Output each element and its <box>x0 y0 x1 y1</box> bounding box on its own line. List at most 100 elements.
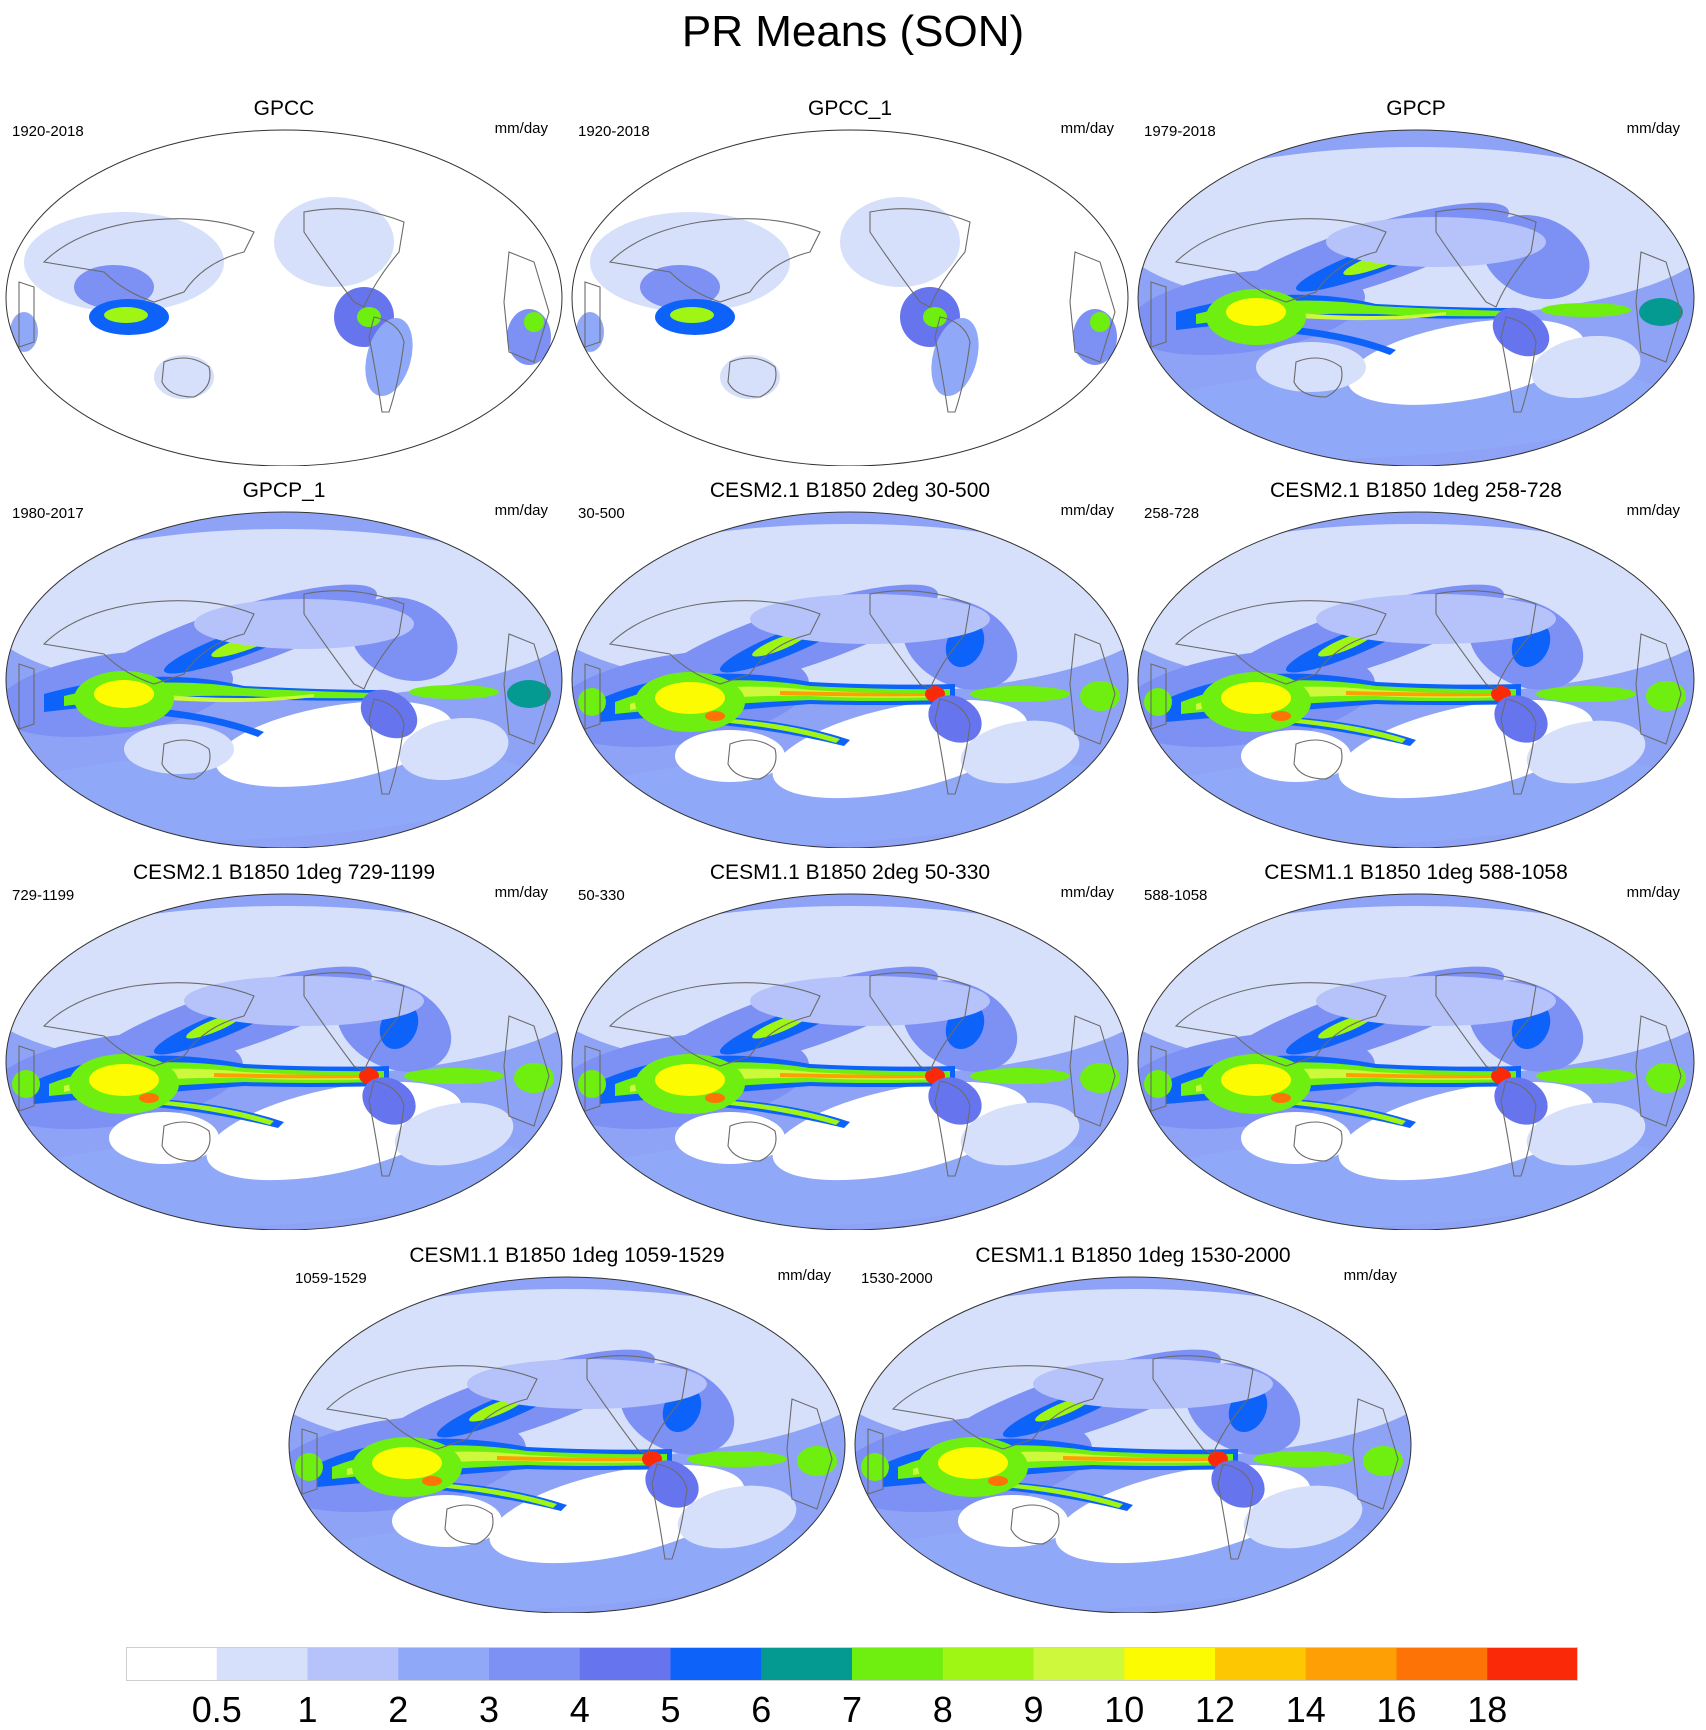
coastline <box>869 590 971 690</box>
robinson-map <box>571 511 1129 848</box>
coastline <box>584 1045 601 1112</box>
panel-units: mm/day <box>494 502 548 519</box>
colorbar-swatch <box>126 1647 218 1681</box>
coastline <box>584 281 601 348</box>
itcz-peak <box>1063 1456 1213 1462</box>
central-africa-rain <box>1646 681 1686 711</box>
south-atlantic-dry-zone <box>960 1102 1080 1166</box>
robinson-map <box>1137 511 1695 848</box>
panel-period: 1980-2017 <box>12 505 84 522</box>
colorbar-label: 4 <box>569 1689 590 1730</box>
colorbar-label: 9 <box>1023 1689 1044 1730</box>
coastline <box>503 633 550 745</box>
coastline <box>368 1080 405 1177</box>
central-america-peak <box>357 307 381 327</box>
coastline <box>1150 281 1167 348</box>
south-america-land <box>931 317 979 397</box>
coastline <box>368 316 405 413</box>
south-america-land <box>365 317 413 397</box>
map-panel: CESM2.1 B1850 1deg 258-728 258-728 mm/day <box>1136 478 1696 848</box>
panel-units: mm/day <box>1626 502 1680 519</box>
coastline <box>1174 982 1387 1067</box>
map-outline <box>5 511 563 848</box>
colorbar-label: 0.5 <box>191 1689 242 1730</box>
atlantic-itcz <box>1253 1451 1353 1467</box>
north-america-land <box>274 197 394 287</box>
panel-title: CESM1.1 B1850 1deg 588-1058 <box>1264 861 1568 884</box>
colorbar-label: 18 <box>1467 1689 1508 1730</box>
south-atlantic-dry-zone <box>1526 1102 1646 1166</box>
panel-units: mm/day <box>1060 120 1114 137</box>
colorbar-swatch <box>942 1647 1034 1681</box>
colorbar-swatch <box>1396 1647 1488 1681</box>
west-edge-rain <box>861 1453 889 1481</box>
coastline <box>161 357 211 398</box>
coastline <box>1217 1463 1254 1560</box>
panel-period: 1920-2018 <box>12 123 84 140</box>
coastline <box>1435 590 1537 690</box>
amazon-rain <box>360 689 418 739</box>
colorbar-swatch <box>398 1647 490 1681</box>
ne-pacific-moderate <box>750 594 990 644</box>
coastline <box>503 1015 550 1127</box>
figure-title: PR Means (SON) <box>681 7 1025 56</box>
indian-ocean-dry-zone <box>958 1495 1068 1547</box>
map-outline <box>571 129 1129 466</box>
coastline <box>1010 1504 1060 1545</box>
south-asia-rain <box>640 265 720 309</box>
coastline <box>1150 663 1167 730</box>
colorbar-label: 2 <box>388 1689 409 1730</box>
coastline <box>161 1121 211 1162</box>
spcz-core <box>1286 718 1406 743</box>
colorbar-swatch <box>1215 1647 1307 1681</box>
itcz-peak <box>1346 1073 1496 1079</box>
coastline <box>727 1121 777 1162</box>
panel-units: mm/day <box>1626 120 1680 137</box>
map-panel: GPCC_1 1920-2018 mm/day <box>570 96 1130 466</box>
colorbar-label: 7 <box>841 1689 863 1730</box>
indian-ocean-dry-zone <box>124 724 234 774</box>
indian-ocean-dry-zone <box>675 730 785 782</box>
central-africa-rain <box>1363 1446 1403 1476</box>
ne-pacific-moderate <box>1316 976 1556 1026</box>
itcz-peak <box>780 691 930 697</box>
panel-period: 1979-2018 <box>1144 123 1216 140</box>
new-guinea-max <box>705 711 725 721</box>
coastline <box>1500 698 1537 795</box>
coastline <box>18 663 35 730</box>
south-atlantic-dry-zone <box>394 1102 514 1166</box>
indian-ocean-dry-zone <box>1256 342 1366 392</box>
atlantic-itcz <box>970 1068 1070 1084</box>
coastline <box>301 1428 318 1495</box>
robinson-map <box>5 511 563 848</box>
colorbar-swatch <box>670 1647 762 1681</box>
atlantic-itcz <box>970 686 1070 702</box>
south-atlantic-dry-zone <box>1526 720 1646 784</box>
panel-units: mm/day <box>1626 884 1680 901</box>
atlantic-itcz <box>687 1451 787 1467</box>
central-africa-rain <box>797 1446 837 1476</box>
robinson-map <box>5 129 563 466</box>
atlantic-itcz <box>1536 686 1636 702</box>
panel-title: GPCC_1 <box>807 97 893 120</box>
coastline <box>1293 1121 1343 1162</box>
coastline <box>444 1504 494 1545</box>
indian-ocean-dry-zone <box>675 1112 785 1164</box>
central-africa-peak <box>524 312 544 332</box>
colorbar-swatch <box>761 1647 853 1681</box>
panel-title: GPCC <box>253 97 315 120</box>
coastline <box>1293 739 1343 780</box>
panel-units: mm/day <box>494 884 548 901</box>
coastline <box>303 208 405 308</box>
colorbar-frame <box>126 1647 1578 1681</box>
panel-period: 258-728 <box>1144 505 1200 522</box>
itcz-peak <box>497 1456 647 1462</box>
coastline <box>1174 218 1387 303</box>
australia-land <box>154 355 214 399</box>
new-guinea-max <box>988 1476 1008 1486</box>
new-guinea-max <box>705 1093 725 1103</box>
maritime-continent-peak <box>104 307 148 323</box>
map-panel: GPCP_1 1980-2017 mm/day <box>4 478 564 848</box>
coastline <box>869 208 971 308</box>
map-panel: CESM2.1 B1850 1deg 729-1199 729-1199 mm/da… <box>4 860 564 1230</box>
